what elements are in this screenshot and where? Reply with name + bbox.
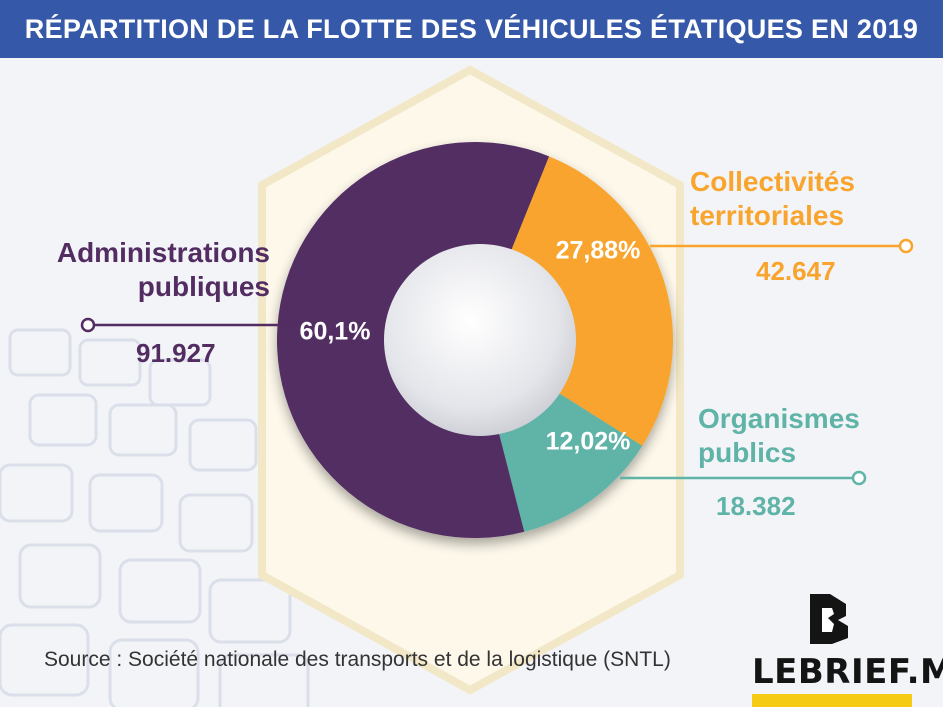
page-title: RÉPARTITION DE LA FLOTTE DES VÉHICULES É… [24,13,919,44]
label-organismes-line1: Organismes [698,403,860,434]
lebrief-logo-icon [810,594,848,644]
label-administrations-line2: publiques [137,271,270,302]
label-collectivites-line1: Collectivités [690,166,855,197]
pct-label-organismes: 12,02% [546,428,631,456]
label-collectivites: Collectivités territoriales [690,165,855,233]
traffic-background [0,328,310,707]
header-bar: RÉPARTITION DE LA FLOTTE DES VÉHICULES É… [0,0,943,58]
leader-line-organismes [620,470,867,486]
label-administrations-line1: Administrations [56,237,270,268]
value-administrations: 91.927 [136,338,216,368]
leader-line-administrations [80,317,300,333]
donut-hole [384,244,576,436]
brand-name: LEBRIEF.MA [752,652,943,692]
value-collectivites: 42.647 [756,256,836,286]
source-note: Source : Société nationale des transport… [44,648,671,671]
leader-line-collectivites [650,238,914,254]
label-administrations: Administrations publiques [38,236,270,304]
pct-label-administrations: 60,1% [300,318,371,346]
value-organismes: 18.382 [716,491,796,521]
label-organismes-line2: publics [698,437,797,468]
label-collectivites-line2: territoriales [690,200,845,231]
slice-collectivites [475,156,673,446]
label-organismes: Organismes publics [698,402,860,470]
pct-label-collectivites: 27,88% [556,237,641,265]
brand-underline [752,694,912,707]
